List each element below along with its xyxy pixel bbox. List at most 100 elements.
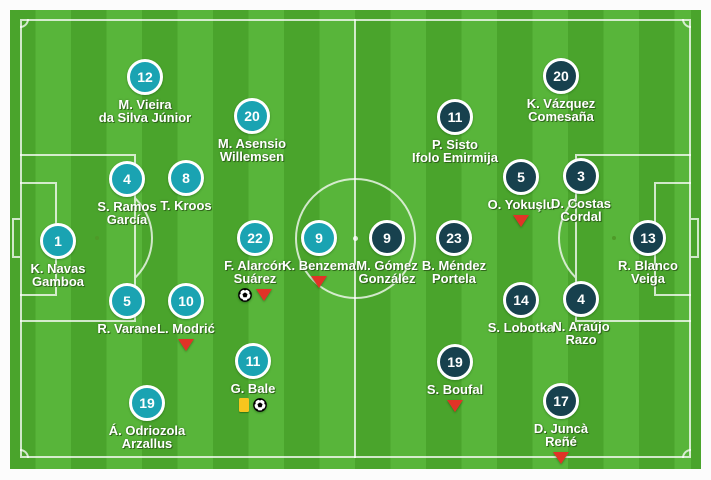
player-marker-home-11[interactable]: 11 G. Bale: [178, 343, 328, 412]
player-number-badge: 8: [168, 160, 204, 196]
player-name-line: Portela: [431, 271, 477, 286]
player-name-line: K. Vázquez: [526, 96, 596, 111]
player-marker-home-5[interactable]: 5 R. Varane: [52, 283, 202, 335]
player-number-badge: 22: [237, 220, 273, 256]
player-name: F. Alarcón Suárez: [180, 259, 330, 285]
player-marker-away-13[interactable]: 13 R. Blanco Veiga: [573, 220, 711, 285]
player-marker-away-3[interactable]: 3 D. Costas Cordal: [506, 158, 656, 223]
player-number-badge: 19: [129, 385, 165, 421]
player-marker-home-1[interactable]: 1 K. Navas Gamboa: [0, 223, 133, 288]
player-name: Á. Odriozola Arzallus: [72, 424, 222, 450]
player-number: 11: [245, 353, 261, 369]
player-number: 1: [54, 233, 62, 249]
soccer-ball-icon: [238, 288, 252, 302]
player-name-line: da Silva Júnior: [98, 110, 192, 125]
player-name: D. Costas Cordal: [506, 197, 656, 223]
player-marker-away-9[interactable]: 9 M. Gómez González: [312, 220, 462, 285]
player-number-badge: 23: [436, 220, 472, 256]
player-number-badge: 5: [109, 283, 145, 319]
player-number-badge: 10: [168, 283, 204, 319]
penalty-area-right: [575, 154, 691, 322]
player-marker-away-5[interactable]: 5 O. Yokuşlu: [446, 159, 596, 228]
player-number-badge: 17: [543, 383, 579, 419]
player-name-line: Veiga: [631, 271, 665, 286]
player-number: 9: [383, 230, 391, 246]
player-name-line: R. Blanco: [618, 258, 678, 273]
player-name: O. Yokuşlu: [446, 198, 596, 211]
player-marker-home-20[interactable]: 20 M. Asensio Willemsen: [177, 98, 327, 163]
player-marker-home-9[interactable]: 9 K. Benzema: [244, 220, 394, 289]
player-badges: [244, 275, 394, 289]
player-number-badge: 20: [543, 58, 579, 94]
player-badges: [446, 214, 596, 228]
player-name: M. Vieira da Silva Júnior: [70, 98, 220, 124]
corner-arc-bottom-left: [20, 449, 29, 458]
player-badges: [180, 288, 330, 302]
player-marker-home-8[interactable]: 8 T. Kroos: [111, 160, 261, 212]
player-number-badge: 1: [40, 223, 76, 259]
player-name-line: G. Bale: [230, 381, 276, 396]
red-down-triangle-icon: [178, 339, 194, 351]
player-number: 11: [447, 109, 463, 125]
player-marker-away-23[interactable]: 23 B. Méndez Portela: [379, 220, 529, 285]
player-number: 4: [577, 291, 585, 307]
player-number: 3: [577, 168, 585, 184]
player-number-badge: 9: [301, 220, 337, 256]
red-down-triangle-icon: [513, 215, 529, 227]
player-marker-home-12[interactable]: 12 M. Vieira da Silva Júnior: [70, 59, 220, 124]
player-name-line: M. Gómez: [356, 258, 418, 273]
player-name-line: Á. Odriozola: [108, 423, 186, 438]
player-name: S. Ramos García: [52, 200, 202, 226]
player-number: 19: [139, 395, 155, 411]
player-number-badge: 13: [630, 220, 666, 256]
player-number: 14: [513, 292, 529, 308]
player-name: S. Boufal: [380, 383, 530, 396]
player-name-line: Willemsen: [219, 149, 285, 164]
penalty-area-left: [20, 154, 136, 322]
player-name-line: D. Costas: [551, 196, 611, 211]
player-badges: [486, 451, 636, 465]
red-down-triangle-icon: [256, 289, 272, 301]
player-name-line: S. Boufal: [426, 382, 484, 397]
player-marker-home-10[interactable]: 10 L. Modrić: [111, 283, 261, 352]
soccer-ball-icon: [253, 398, 267, 412]
player-marker-away-14[interactable]: 14 S. Lobotka: [446, 282, 596, 334]
player-name-line: B. Méndez: [421, 258, 487, 273]
yellow-card-icon: [239, 398, 249, 412]
player-marker-home-4[interactable]: 4 S. Ramos García: [52, 161, 202, 226]
player-number-badge: 9: [369, 220, 405, 256]
center-spot: [353, 236, 358, 241]
player-name: B. Méndez Portela: [379, 259, 529, 285]
player-marker-away-17[interactable]: 17 D. Juncà Reñé: [486, 383, 636, 465]
player-number-badge: 12: [127, 59, 163, 95]
player-marker-away-20[interactable]: 20 K. Vázquez Comesaña: [486, 58, 636, 123]
player-name-line: D. Juncà: [533, 421, 589, 436]
player-name: R. Varane: [52, 322, 202, 335]
player-name: K. Navas Gamboa: [0, 262, 133, 288]
corner-arc-bottom-right: [682, 449, 691, 458]
player-number: 23: [446, 230, 462, 246]
player-number: 20: [553, 68, 569, 84]
red-down-triangle-icon: [553, 452, 569, 464]
player-marker-away-11[interactable]: 11 P. Sisto Ifolo Emirmija: [380, 99, 530, 164]
player-name-line: González: [358, 271, 416, 286]
player-name-line: Comesaña: [528, 109, 594, 124]
player-name: R. Blanco Veiga: [573, 259, 711, 285]
player-number: 5: [517, 169, 525, 185]
player-marker-away-4[interactable]: 4 N. Araújo Razo: [506, 281, 656, 346]
player-name: D. Juncà Reñé: [486, 422, 636, 448]
goal-left: [12, 218, 20, 258]
goal-right: [691, 218, 699, 258]
player-name-line: M. Asensio: [217, 136, 287, 151]
player-name-line: S. Ramos: [97, 199, 157, 214]
player-name-line: F. Alarcón: [224, 258, 286, 273]
player-marker-home-19[interactable]: 19 Á. Odriozola Arzallus: [72, 385, 222, 450]
player-number: 17: [553, 393, 569, 409]
player-name: T. Kroos: [111, 199, 261, 212]
player-marker-away-19[interactable]: 19 S. Boufal: [380, 344, 530, 413]
player-number-badge: 11: [437, 99, 473, 135]
player-marker-home-22[interactable]: 22 F. Alarcón Suárez: [180, 220, 330, 302]
player-name: K. Benzema: [244, 259, 394, 272]
